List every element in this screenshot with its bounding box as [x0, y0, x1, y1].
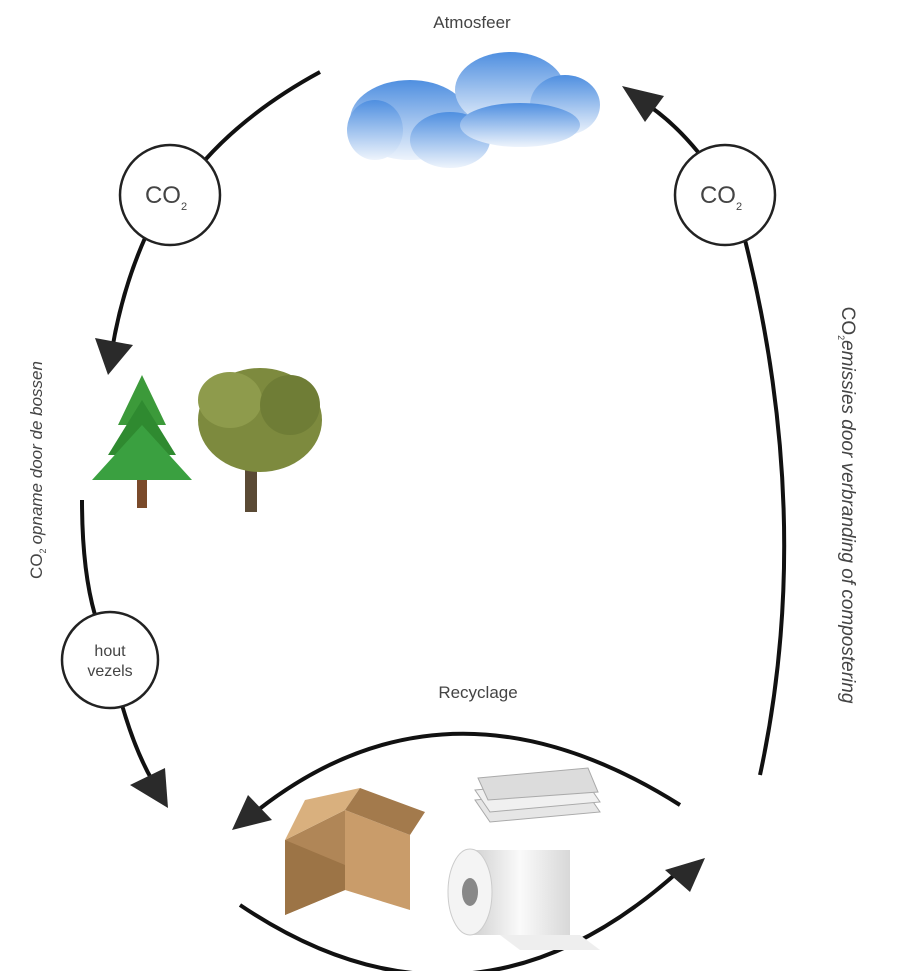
- co2-circle: [673, 143, 777, 247]
- arc: [256, 731, 682, 812]
- arc: [80, 499, 97, 616]
- arrowhead: [665, 858, 705, 892]
- arc: [743, 239, 787, 776]
- arrowhead: [232, 795, 272, 830]
- arc: [238, 868, 682, 971]
- left-side-label: CO2 opname door de bossen: [27, 361, 48, 579]
- co2-circle: [118, 143, 222, 247]
- side-main: CO: [27, 553, 46, 579]
- cardboard-box: [285, 788, 425, 915]
- fiber-line: vezels: [87, 663, 132, 680]
- side-rest: opname door de bossen: [27, 361, 46, 544]
- side-sub: 2: [38, 548, 48, 553]
- paper-roll: [447, 848, 600, 950]
- arc: [110, 237, 147, 351]
- co2-sub: 2: [181, 201, 187, 213]
- newspapers: [474, 767, 601, 823]
- arrowhead: [622, 86, 664, 122]
- side-main: CO: [837, 307, 858, 336]
- oak-tree: [198, 368, 322, 512]
- co2-main: CO: [700, 182, 736, 209]
- recycling-label: Recyclage: [438, 683, 517, 702]
- co2-main: CO: [145, 182, 181, 209]
- side-rest: emissies door verbranding of composterin…: [837, 340, 858, 704]
- co2-text: CO2: [145, 182, 187, 213]
- right-side-label: CO2emissies door verbranding of composte…: [836, 307, 858, 704]
- co2-sub: 2: [736, 201, 742, 213]
- side-sub: 2: [836, 335, 846, 340]
- atmosphere-label: Atmosfeer: [433, 13, 511, 32]
- fiber-line: hout: [94, 643, 126, 660]
- pine-tree: [92, 375, 192, 508]
- cloud: [347, 52, 600, 168]
- arc: [120, 704, 154, 781]
- arc: [203, 70, 321, 162]
- arrowhead: [95, 338, 133, 375]
- co2-text: CO2: [700, 182, 742, 213]
- fiber-circle: [60, 610, 160, 710]
- arrowhead: [130, 768, 168, 808]
